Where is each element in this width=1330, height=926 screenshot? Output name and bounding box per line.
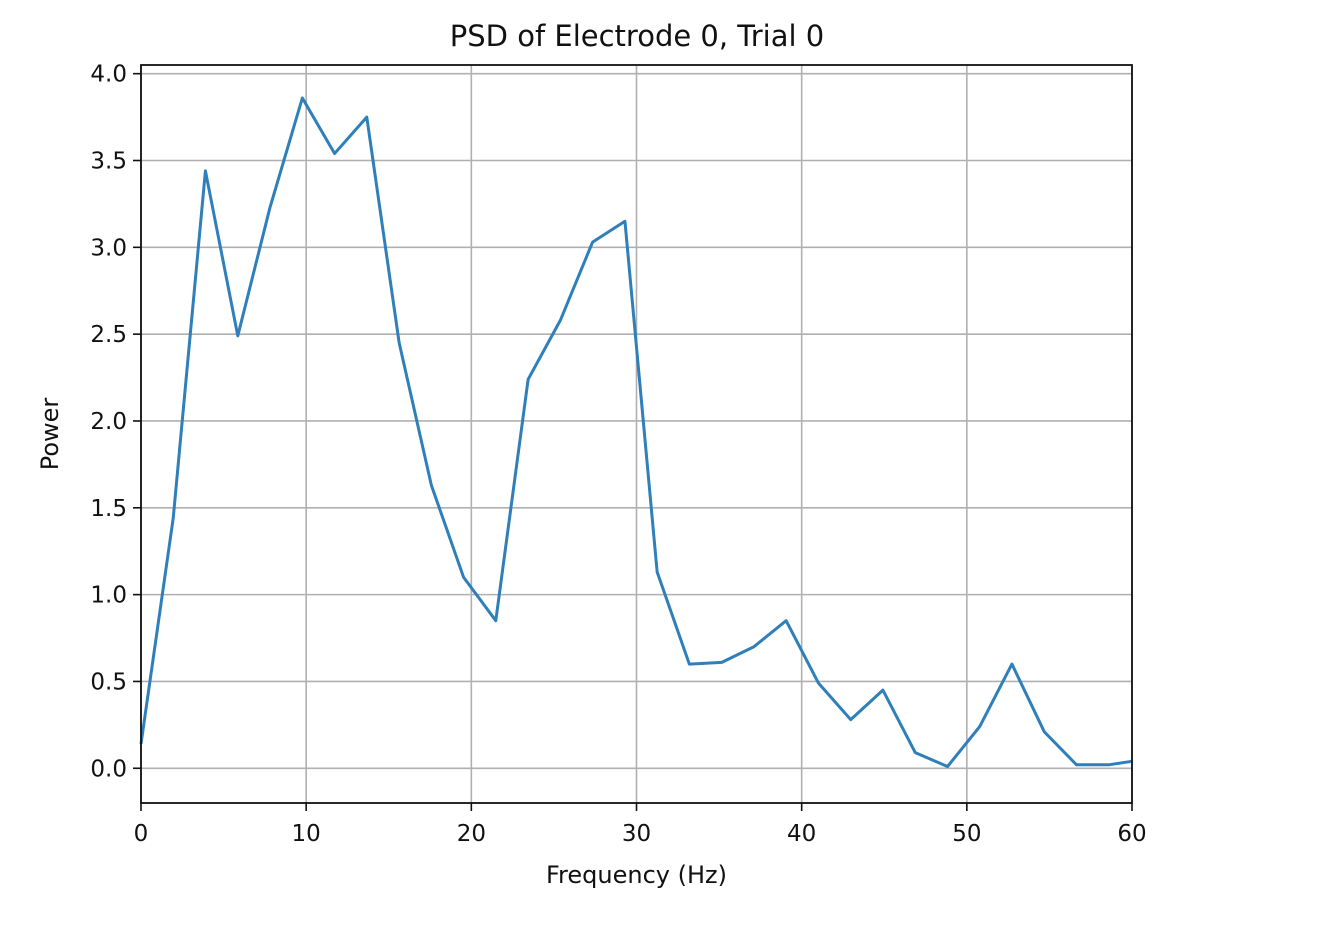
y-tick-label: 3.0 bbox=[90, 235, 127, 261]
y-tick-label: 3.5 bbox=[90, 149, 127, 175]
series-layer bbox=[139, 96, 1133, 769]
y-tick-label: 2.5 bbox=[90, 322, 127, 348]
x-axis-label: Frequency (Hz) bbox=[546, 861, 727, 889]
grid-lines bbox=[140, 65, 1133, 803]
x-tick-label: 40 bbox=[787, 821, 816, 847]
psd-series-line bbox=[139, 96, 1133, 769]
x-tick-label: 30 bbox=[622, 821, 651, 847]
y-tick-label: 1.5 bbox=[90, 496, 127, 522]
x-tick-label: 50 bbox=[952, 821, 981, 847]
y-tick-label: 0.5 bbox=[90, 669, 127, 695]
x-tick-label: 20 bbox=[457, 821, 486, 847]
x-tick-label: 0 bbox=[134, 821, 149, 847]
x-tick-label: 10 bbox=[292, 821, 321, 847]
chart-title: PSD of Electrode 0, Trial 0 bbox=[450, 19, 824, 53]
axis-ticks: 0 10 20 30 40 50 60 0.0 0.5 1.0 1.5 2.0 2.5 3.0 3.5 4.0 bbox=[90, 62, 1146, 847]
y-axis-label: Power bbox=[36, 398, 64, 471]
x-tick-label: 60 bbox=[1117, 821, 1146, 847]
y-tick-label: 2.0 bbox=[90, 409, 127, 435]
y-tick-label: 1.0 bbox=[90, 583, 127, 609]
y-tick-label: 0.0 bbox=[90, 756, 127, 782]
y-tick-label: 4.0 bbox=[90, 62, 127, 88]
